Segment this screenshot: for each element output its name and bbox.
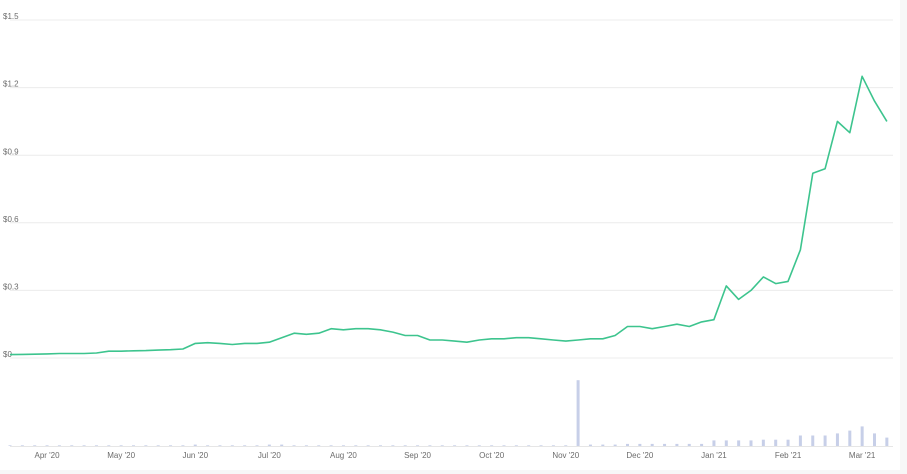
volume-bar [403,445,407,446]
volume-bar [144,445,148,446]
y-tick-label: $1.2 [3,80,19,89]
volume-bar [786,439,790,446]
volume-bar [650,443,654,446]
volume-bar [749,440,753,446]
volume-bar [502,445,506,446]
volume-bar [391,445,395,446]
volume-bar [626,443,629,446]
volume-bar [132,445,135,446]
volume-bar [206,445,210,446]
volume-bar [465,445,469,446]
volume-bar [453,445,457,446]
x-tick-label: May '20 [107,451,135,460]
volume-bar [514,445,518,446]
x-tick-label: Nov '20 [552,451,579,460]
volume-bar [329,445,333,446]
volume-bar [873,433,876,446]
volume-bar [811,435,815,446]
volume-bar [700,443,704,446]
x-tick-label: Feb '21 [775,451,802,460]
volume-bar [663,443,667,446]
volume-bar [181,445,185,446]
volume-bar [119,445,123,446]
volume-bar [477,445,481,446]
volume-bar [366,445,370,446]
volume-bar [490,445,494,446]
y-tick-label: $1.5 [3,12,19,21]
x-tick-label: Aug '20 [330,451,357,460]
volume-bar [860,426,864,446]
y-tick-label: $0 [3,350,12,359]
volume-bar [304,445,308,446]
volume-bar [218,445,222,446]
volume-bar [255,445,259,446]
volume-bar [712,440,716,446]
volume-bar [638,443,642,446]
volume-bar [20,445,24,446]
volume-bar [107,445,111,446]
y-tick-label: $0.9 [3,147,19,156]
volume-bar [243,445,247,446]
volume-bar [798,435,802,446]
volume-bar [169,445,173,446]
x-tick-label: Mar '21 [849,451,876,460]
price-line [9,75,888,356]
volume-bar [564,445,568,446]
x-tick-label: Jul '20 [258,451,281,460]
volume-bar [724,440,728,446]
volume-bar [613,444,617,446]
x-tick-label: Apr '20 [34,451,60,460]
volume-bar [774,439,778,446]
x-tick-label: Jan '21 [701,451,727,460]
volume-bar [675,443,679,446]
volume-bar [687,443,691,446]
volume-bar [761,439,765,446]
volume-bar [82,445,86,446]
volume-bar [280,444,284,446]
volume-bar [576,380,580,446]
volume-bar [737,440,741,446]
volume-bar [156,445,160,446]
volume-bar [292,445,296,446]
volume-bar [8,445,12,446]
volume-bar [354,445,358,446]
y-tick-label: $0.3 [3,283,19,292]
volume-bar [230,445,234,446]
volume-bar [267,444,271,446]
volume-bar [539,445,543,446]
x-tick-label: Oct '20 [479,451,505,460]
volume-bar [823,435,827,446]
volume-bar [70,445,74,446]
volume-bar [341,445,345,446]
x-tick-label: Jun '20 [182,451,208,460]
x-tick-label: Dec '20 [626,451,653,460]
volume-bar [428,445,432,446]
volume-bar [527,445,531,446]
volume-bar [379,445,382,446]
volume-bar [848,430,852,446]
volume-bar [551,445,555,446]
x-tick-label: Sep '20 [404,451,431,460]
volume-bar [57,445,61,446]
volume-bar [588,444,592,446]
volume-bar [835,433,839,446]
volume-bar [33,445,37,446]
volume-bar [193,444,197,446]
volume-bar [440,445,444,446]
y-tick-label: $0.6 [3,215,19,224]
volume-bar [94,445,98,446]
volume-bar [601,444,605,446]
volume-bar [416,445,420,446]
volume-bar [317,445,321,446]
volume-bar [885,437,889,446]
volume-bar [45,445,49,446]
